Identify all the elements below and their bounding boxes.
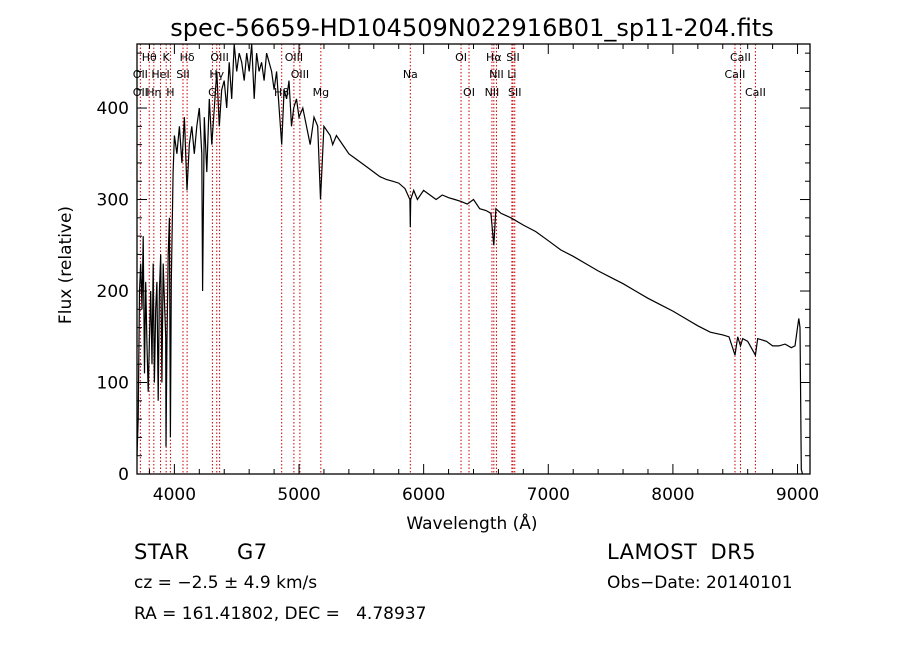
x-tick-label: 4000: [153, 485, 196, 505]
spectral-line-label: OII: [133, 68, 148, 81]
spectral-line-label: CaII: [730, 51, 751, 64]
y-tick-label: 300: [97, 191, 129, 211]
chart-title: spec-56659-HD104509N022916B01_sp11-204.f…: [170, 14, 774, 42]
spectral-line-label: NII: [485, 86, 500, 99]
x-tick-label: 8000: [651, 485, 694, 505]
spectral-line-label: K: [163, 51, 171, 64]
x-tick-label: 9000: [776, 485, 819, 505]
redshift-velocity: cz = −2.5 ± 4.9 km/s: [134, 573, 318, 593]
spectral-line-label: OIII: [210, 51, 228, 64]
object-type: STAR: [134, 540, 190, 564]
spectral-line-label: Mg: [313, 86, 329, 99]
spectral-line-label: Hα: [486, 51, 502, 64]
y-tick-label: 200: [97, 282, 129, 302]
spectral-line-label: OI: [463, 86, 475, 99]
spectral-line-label: Hη: [146, 86, 161, 99]
y-axis-label: Flux (relative): [56, 206, 76, 324]
subclass: G7: [237, 540, 268, 564]
x-tick-label: 6000: [402, 485, 445, 505]
spectral-line-label: SII: [176, 68, 189, 81]
observation-date: Obs−Date: 20140101: [607, 573, 793, 593]
x-axis-ticks: 4000 5000 6000 7000 8000 9000: [148, 44, 819, 505]
spectral-line-label: NII: [489, 68, 504, 81]
spectral-line-label: SII: [506, 51, 519, 64]
survey-release: LAMOST DR5: [607, 540, 757, 564]
spectral-line-label: HeI: [151, 68, 169, 81]
spectral-line-label: Li: [507, 68, 516, 81]
x-tick-label: 5000: [277, 485, 320, 505]
coordinates: RA = 161.41802, DEC = 4.78937: [134, 604, 427, 624]
spectral-line-label: Hθ: [142, 51, 157, 64]
spectral-line-label: OIII: [285, 51, 303, 64]
spectral-line-label: Na: [403, 68, 418, 81]
spectral-line-label: OIII: [291, 68, 309, 81]
spectral-line-label: CaII: [745, 86, 766, 99]
y-tick-label: 100: [97, 374, 129, 394]
spectral-line-label: G: [208, 86, 217, 99]
x-axis-label: Wavelength (Å): [406, 512, 537, 534]
y-tick-label: 400: [97, 99, 129, 119]
spectrum-line: [136, 43, 804, 475]
spectral-line-label: OI: [455, 51, 467, 64]
x-tick-label: 7000: [527, 485, 570, 505]
plot-frame: [136, 43, 811, 475]
spectral-line-label: CaII: [725, 68, 746, 81]
spectral-line-label: SII: [508, 86, 521, 99]
y-tick-label: 0: [118, 465, 129, 485]
spectral-line-markers: [139, 44, 756, 474]
spectral-line-label: Hδ: [180, 51, 195, 64]
spectral-line-label: H: [166, 86, 174, 99]
y-axis-ticks: 0 100 200 300 400: [97, 52, 810, 485]
